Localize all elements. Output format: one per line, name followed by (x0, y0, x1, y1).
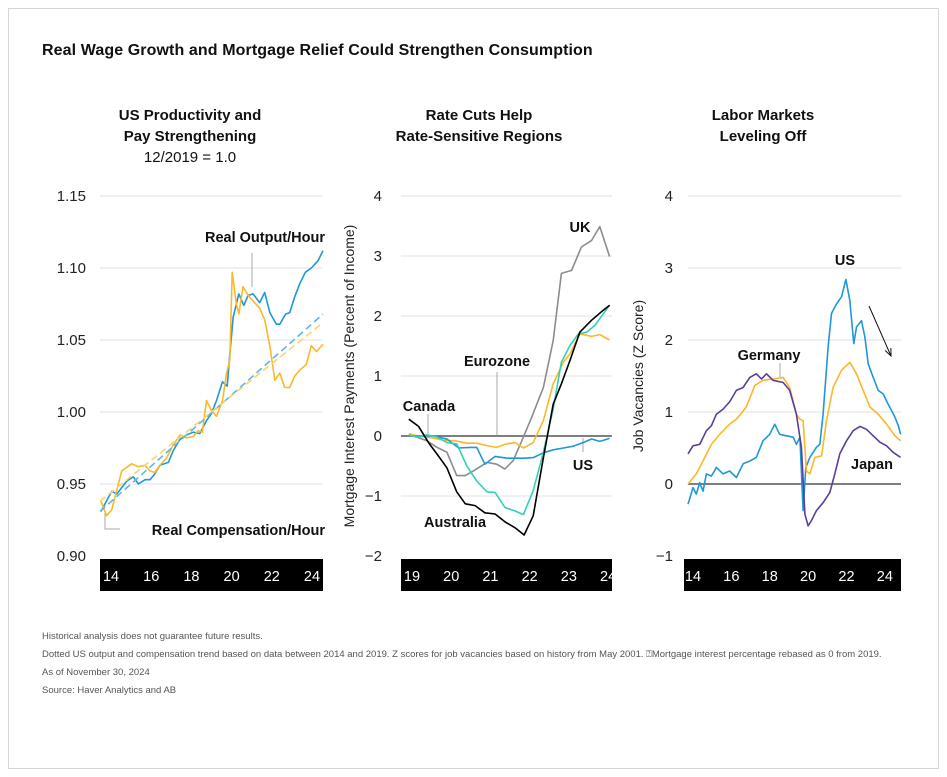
chart1-title-line1: US Productivity and (118, 107, 262, 124)
chart1-subtitle: 12/2019 = 1.0 (143, 149, 237, 166)
chart1-ytick-label: 0.95 (57, 476, 86, 493)
chart3-series-japan-line (687, 372, 902, 527)
chart1-ytick-label: 1.15 (57, 188, 86, 205)
chart3-ytick-label: 3 (665, 260, 673, 277)
chart3-xtick-label: 18 (762, 569, 778, 585)
chart1-label-real-output-hour: Real Output/Hour (205, 230, 325, 246)
chart3-label-germany: Germany (738, 348, 801, 364)
chart1-xtick-label: 22 (264, 569, 280, 585)
chart2-label-australia: Australia (424, 515, 487, 531)
chart2-xtick-label: 20 (443, 569, 459, 585)
chart3-series-us-line (687, 278, 902, 512)
chart3-arrow-head-icon (884, 347, 892, 358)
chart3-xtick-label: 22 (838, 569, 854, 585)
chart3-xtick-label: 14 (685, 569, 701, 585)
chart2-label-canada: Canada (403, 399, 456, 415)
chart3-title-line2: Leveling Off (719, 128, 807, 145)
chart2-ytick-label: 2 (374, 308, 382, 325)
chart2-title: Rate Cuts Help Rate-Sensitive Regions (359, 105, 599, 147)
figure-title: Real Wage Growth and Mortgage Relief Cou… (42, 42, 593, 59)
chart1-xtick-label: 18 (183, 569, 199, 585)
footnotes: Historical analysis does not guarantee f… (42, 628, 902, 700)
chart2-ytick-label: 1 (374, 368, 382, 385)
figure-frame (8, 8, 939, 769)
chart2-series-eurozone-line (408, 333, 610, 449)
chart2-ylabel: Mortgage Interest Payments (Percent of I… (341, 225, 357, 528)
chart1-title-line2: Pay Strengthening (123, 128, 257, 145)
chart2-label-eurozone: Eurozone (464, 354, 530, 370)
chart2-xtick-label: 19 (404, 569, 420, 585)
chart3-title: Labor Markets Leveling Off (643, 105, 883, 147)
chart1-xtick-label: 14 (103, 569, 119, 585)
note-methodology: Dotted US output and compensation trend … (42, 649, 882, 660)
chart1-xtick-label: 24 (304, 569, 320, 585)
chart2-series-canada-line (408, 304, 611, 516)
chart1-leader-line (104, 513, 120, 530)
chart3-label-japan: Japan (851, 457, 893, 473)
note-disclaimer: Historical analysis does not guarantee f… (42, 631, 263, 642)
chart3-ytick-label: 2 (665, 332, 673, 349)
chart1-xtick-label: 20 (224, 569, 240, 585)
chart2-ytick-label: 4 (374, 188, 382, 205)
chart1-label-real-compensation-hour: Real Compensation/Hour (152, 523, 326, 539)
chart2-series-uk-line (408, 225, 611, 477)
chart1-xtick-label: 16 (143, 569, 159, 585)
chart2-series-us-line (408, 435, 610, 466)
chart2-ytick-label: 3 (374, 248, 382, 265)
chart3-xtick-label: 16 (723, 569, 739, 585)
chart2-ytick-label: 0 (374, 428, 382, 445)
chart1-ytick-label: 1.10 (57, 260, 86, 277)
chart3-xtick-label: 24 (877, 569, 893, 585)
chart2-ytick-label: −1 (365, 488, 382, 505)
chart1-series-real-output-hour-line (100, 250, 324, 512)
chart2-xtick-label: 22 (522, 569, 538, 585)
chart3-label-us: US (835, 253, 855, 269)
chart2-xaxis-band (401, 559, 612, 591)
chart2-title-line1: Rate Cuts Help (425, 107, 533, 124)
chart3-xaxis-band (684, 559, 901, 591)
chart1-title: US Productivity and Pay Strengthening 12… (70, 105, 310, 168)
chart2-label-us: US (573, 458, 593, 474)
chart1-xaxis-band (100, 559, 323, 591)
chart3-trend-arrow (868, 305, 892, 357)
chart1-series-trend-trend-2 (99, 313, 324, 512)
chart2-title-line2: Rate-Sensitive Regions (395, 128, 563, 145)
chart1-ytick-label: 1.00 (57, 404, 86, 421)
chart1-series-trend-trend-3 (99, 322, 324, 502)
chart3-ylabel: Job Vacancies (Z Score) (630, 300, 646, 452)
chart3-ytick-label: 1 (665, 404, 673, 421)
chart2-xtick-label: 21 (482, 569, 498, 585)
chart1-series-real-compensation-hour-line (100, 271, 324, 517)
chart3-ytick-label: 4 (665, 188, 673, 205)
chart2-series-australia-line (408, 304, 611, 536)
chart1-ytick-label: 0.90 (57, 548, 86, 565)
chart3-ytick-label: 0 (665, 476, 673, 493)
chart3-xtick-label: 20 (800, 569, 816, 585)
chart3-title-line1: Labor Markets (711, 107, 815, 124)
chart1-ytick-label: 1.05 (57, 332, 86, 349)
note-source: Source: Haver Analytics and AB (42, 685, 177, 696)
chart3-series-germany-line (687, 361, 902, 485)
chart3-ytick-label: −1 (656, 548, 673, 565)
chart2-xtick-label: 23 (561, 569, 577, 585)
chart2-ytick-label: −2 (365, 548, 382, 565)
chart2-xtick-label: 24 (600, 569, 616, 585)
note-date: As of November 30, 2024 (42, 667, 150, 678)
chart2-label-uk: UK (570, 220, 591, 236)
